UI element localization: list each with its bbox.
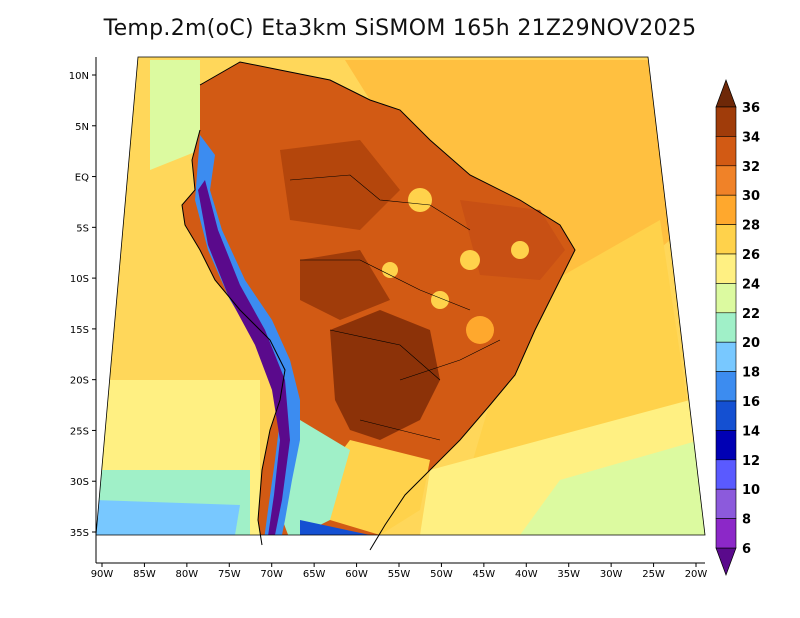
colorbar-label: 32 [742, 160, 760, 175]
colorbar-label: 12 [742, 454, 760, 469]
colorbar-bin [715, 488, 737, 519]
colorbar-bin [715, 400, 737, 431]
central-hot-zone [300, 250, 390, 320]
lat-tick-label: 15S [70, 325, 89, 336]
south-atlantic-cool-zone [520, 440, 705, 535]
land-very-hot-core [330, 310, 440, 440]
colorbar-bin [715, 312, 737, 343]
lon-tick-label: 90W [91, 569, 114, 580]
lat-tick-label: 35S [70, 528, 89, 539]
lon-tick-label: 60W [345, 569, 368, 580]
colorbar-bin [715, 224, 737, 255]
lon-tick-label: 75W [218, 569, 241, 580]
colorbar-label: 28 [742, 219, 760, 234]
colorbar-lower-triangle [715, 547, 737, 577]
colorbar-label: 30 [742, 189, 760, 204]
lat-tick-label: 10S [70, 274, 89, 285]
interior-warm-spot [466, 316, 494, 344]
latitude-ticks: 10N 5N EQ 5S 10S 15S 20S 25S 30S 35S [69, 71, 96, 539]
map-axes: 10N 5N EQ 5S 10S 15S 20S 25S 30S 35S 90W 85W 80W 75W… [69, 57, 708, 580]
colorbar-upper-triangle [715, 78, 737, 108]
colorbar-bin [715, 371, 737, 402]
colorbar-bin [715, 194, 737, 225]
lon-tick-label: 55W [388, 569, 411, 580]
colorbar-bin [715, 253, 737, 284]
colorbar-label: 24 [742, 277, 760, 292]
andes-coldest-strip [198, 180, 290, 535]
colorbar-label: 36 [742, 101, 760, 116]
interior-mild-spot [382, 262, 398, 278]
lat-tick-label: 25S [70, 426, 89, 437]
colorbar-label: 6 [742, 542, 751, 557]
map-title: Temp.2m(oC) Eta3km SiSMOM 165h 21Z29NOV2… [103, 16, 697, 41]
colorbar-label: 34 [742, 130, 760, 145]
lon-tick-label: 40W [515, 569, 538, 580]
amazon-hot-zone [280, 140, 400, 230]
colorbar-bin [715, 341, 737, 372]
lon-tick-label: 85W [133, 569, 156, 580]
lon-tick-label: 70W [260, 569, 283, 580]
political-borders [289, 174, 501, 441]
colorbar-label: 22 [742, 307, 760, 322]
colorbar-bin [715, 106, 737, 137]
lon-tick-label: 50W [430, 569, 453, 580]
lon-tick-label: 65W [303, 569, 326, 580]
southern-mild-land [320, 440, 430, 535]
colorbar-bin [715, 518, 737, 549]
pacific-cold-zone [96, 500, 240, 535]
temperature-field [96, 57, 705, 535]
colorbar-label: 10 [742, 483, 760, 498]
lon-tick-label: 45W [473, 569, 496, 580]
coastline [199, 61, 576, 551]
patagonia-cold-land [300, 520, 370, 535]
lat-tick-label: 5S [76, 223, 89, 234]
colorbar-bin [715, 165, 737, 196]
temperature-colorbar: 36 34 32 30 28 26 24 22 20 18 16 14 12 10 8 6 [715, 78, 760, 577]
northeast-hot-zone [460, 200, 565, 280]
colorbar-label: 26 [742, 248, 760, 263]
interior-mild-spot [431, 291, 449, 309]
colorbar-label: 20 [742, 336, 760, 351]
lat-tick-label: 30S [70, 477, 89, 488]
colorbar-label: 18 [742, 366, 760, 381]
colorbar-bin [715, 430, 737, 461]
lon-tick-label: 30W [600, 569, 623, 580]
longitude-ticks: 90W 85W 80W 75W 70W 65W 60W 55W 50W 45W 40W 35W 30W 2… [91, 563, 708, 580]
lat-tick-label: 10N [69, 71, 89, 82]
lon-tick-label: 35W [557, 569, 580, 580]
colorbar-label: 16 [742, 395, 760, 410]
colorbar-bin [715, 283, 737, 314]
map-domain-border [95, 56, 706, 536]
colorbar-bin [715, 459, 737, 490]
lon-tick-label: 25W [642, 569, 665, 580]
colorbar-bin [715, 136, 737, 167]
lat-tick-label: EQ [75, 173, 89, 184]
lon-tick-label: 20W [685, 569, 708, 580]
lat-tick-label: 5N [75, 122, 89, 133]
pacific-coastline [181, 129, 286, 546]
lon-tick-label: 80W [176, 569, 199, 580]
colorbar-label: 14 [742, 424, 760, 439]
atlantic-warm-zone [345, 60, 670, 300]
colorbar-label: 8 [742, 513, 751, 528]
interior-mild-spot [511, 241, 529, 259]
atlantic-subtropical-zone [470, 220, 690, 470]
lat-tick-label: 20S [70, 376, 89, 387]
pacific-equatorial-cool-zone [150, 60, 200, 170]
interior-mild-spot [460, 250, 480, 270]
interior-mild-spot [408, 188, 432, 212]
